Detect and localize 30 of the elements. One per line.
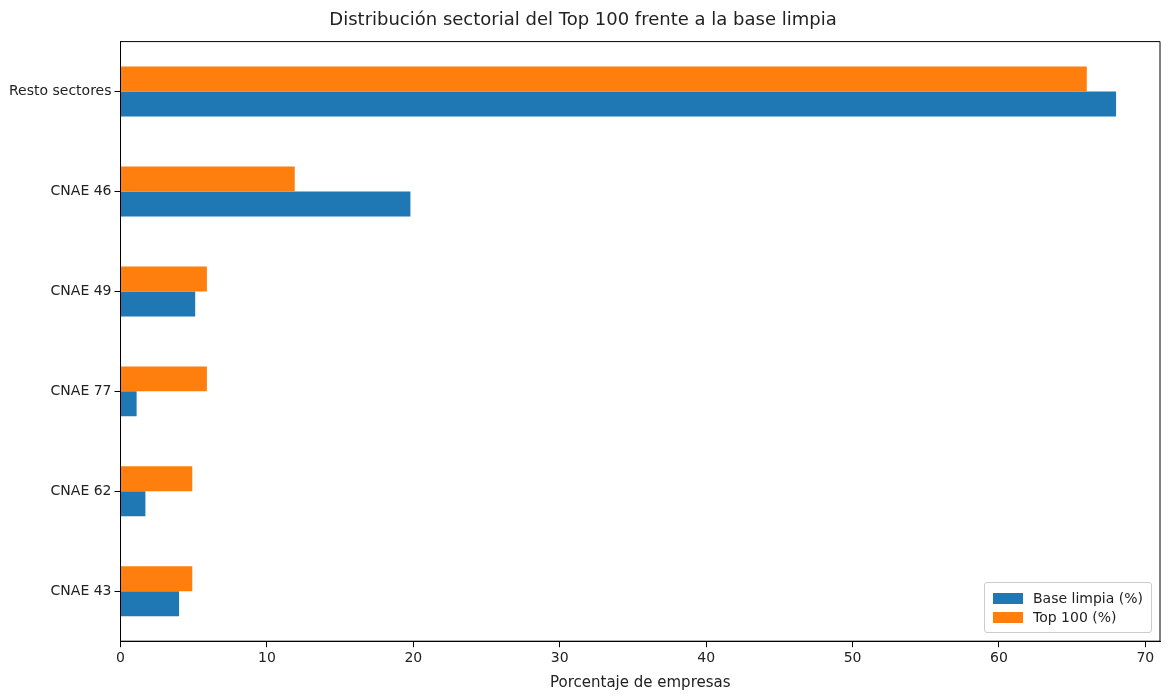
x-tick-label: 10 [258, 649, 276, 666]
bar [121, 191, 411, 217]
y-tick-label: CNAE 49 [50, 282, 112, 299]
y-tick-label: CNAE 43 [50, 581, 112, 598]
x-tick-label: 30 [550, 649, 569, 666]
bar [121, 466, 193, 492]
x-axis-title: Porcentaje de empresas [550, 672, 731, 691]
bar [121, 66, 1087, 92]
x-tick-label: 0 [116, 649, 125, 666]
bar [121, 591, 180, 617]
legend-label: Base limpia (%) [1033, 590, 1143, 607]
x-tick-label: 60 [990, 649, 1008, 666]
x-tick-label: 20 [404, 649, 423, 666]
bar [121, 366, 207, 392]
bar [121, 566, 193, 592]
bar [121, 266, 207, 292]
legend-label: Top 100 (%) [1033, 609, 1117, 626]
y-tick-label: CNAE 77 [50, 382, 112, 399]
bar [121, 166, 295, 192]
x-tick-label: 50 [843, 649, 862, 666]
y-tick-label: CNAE 62 [50, 481, 112, 498]
x-tick-label: 70 [1136, 649, 1155, 666]
bar [121, 391, 137, 417]
y-tick-label: CNAE 46 [50, 182, 112, 199]
chart-title: Distribución sectorial del Top 100 frente a la base limpia [329, 8, 837, 30]
y-tick-label: Resto sectores [8, 82, 112, 99]
bar [121, 291, 196, 317]
bar [121, 491, 146, 517]
bar [121, 91, 1117, 117]
x-tick-label: 40 [697, 649, 716, 666]
